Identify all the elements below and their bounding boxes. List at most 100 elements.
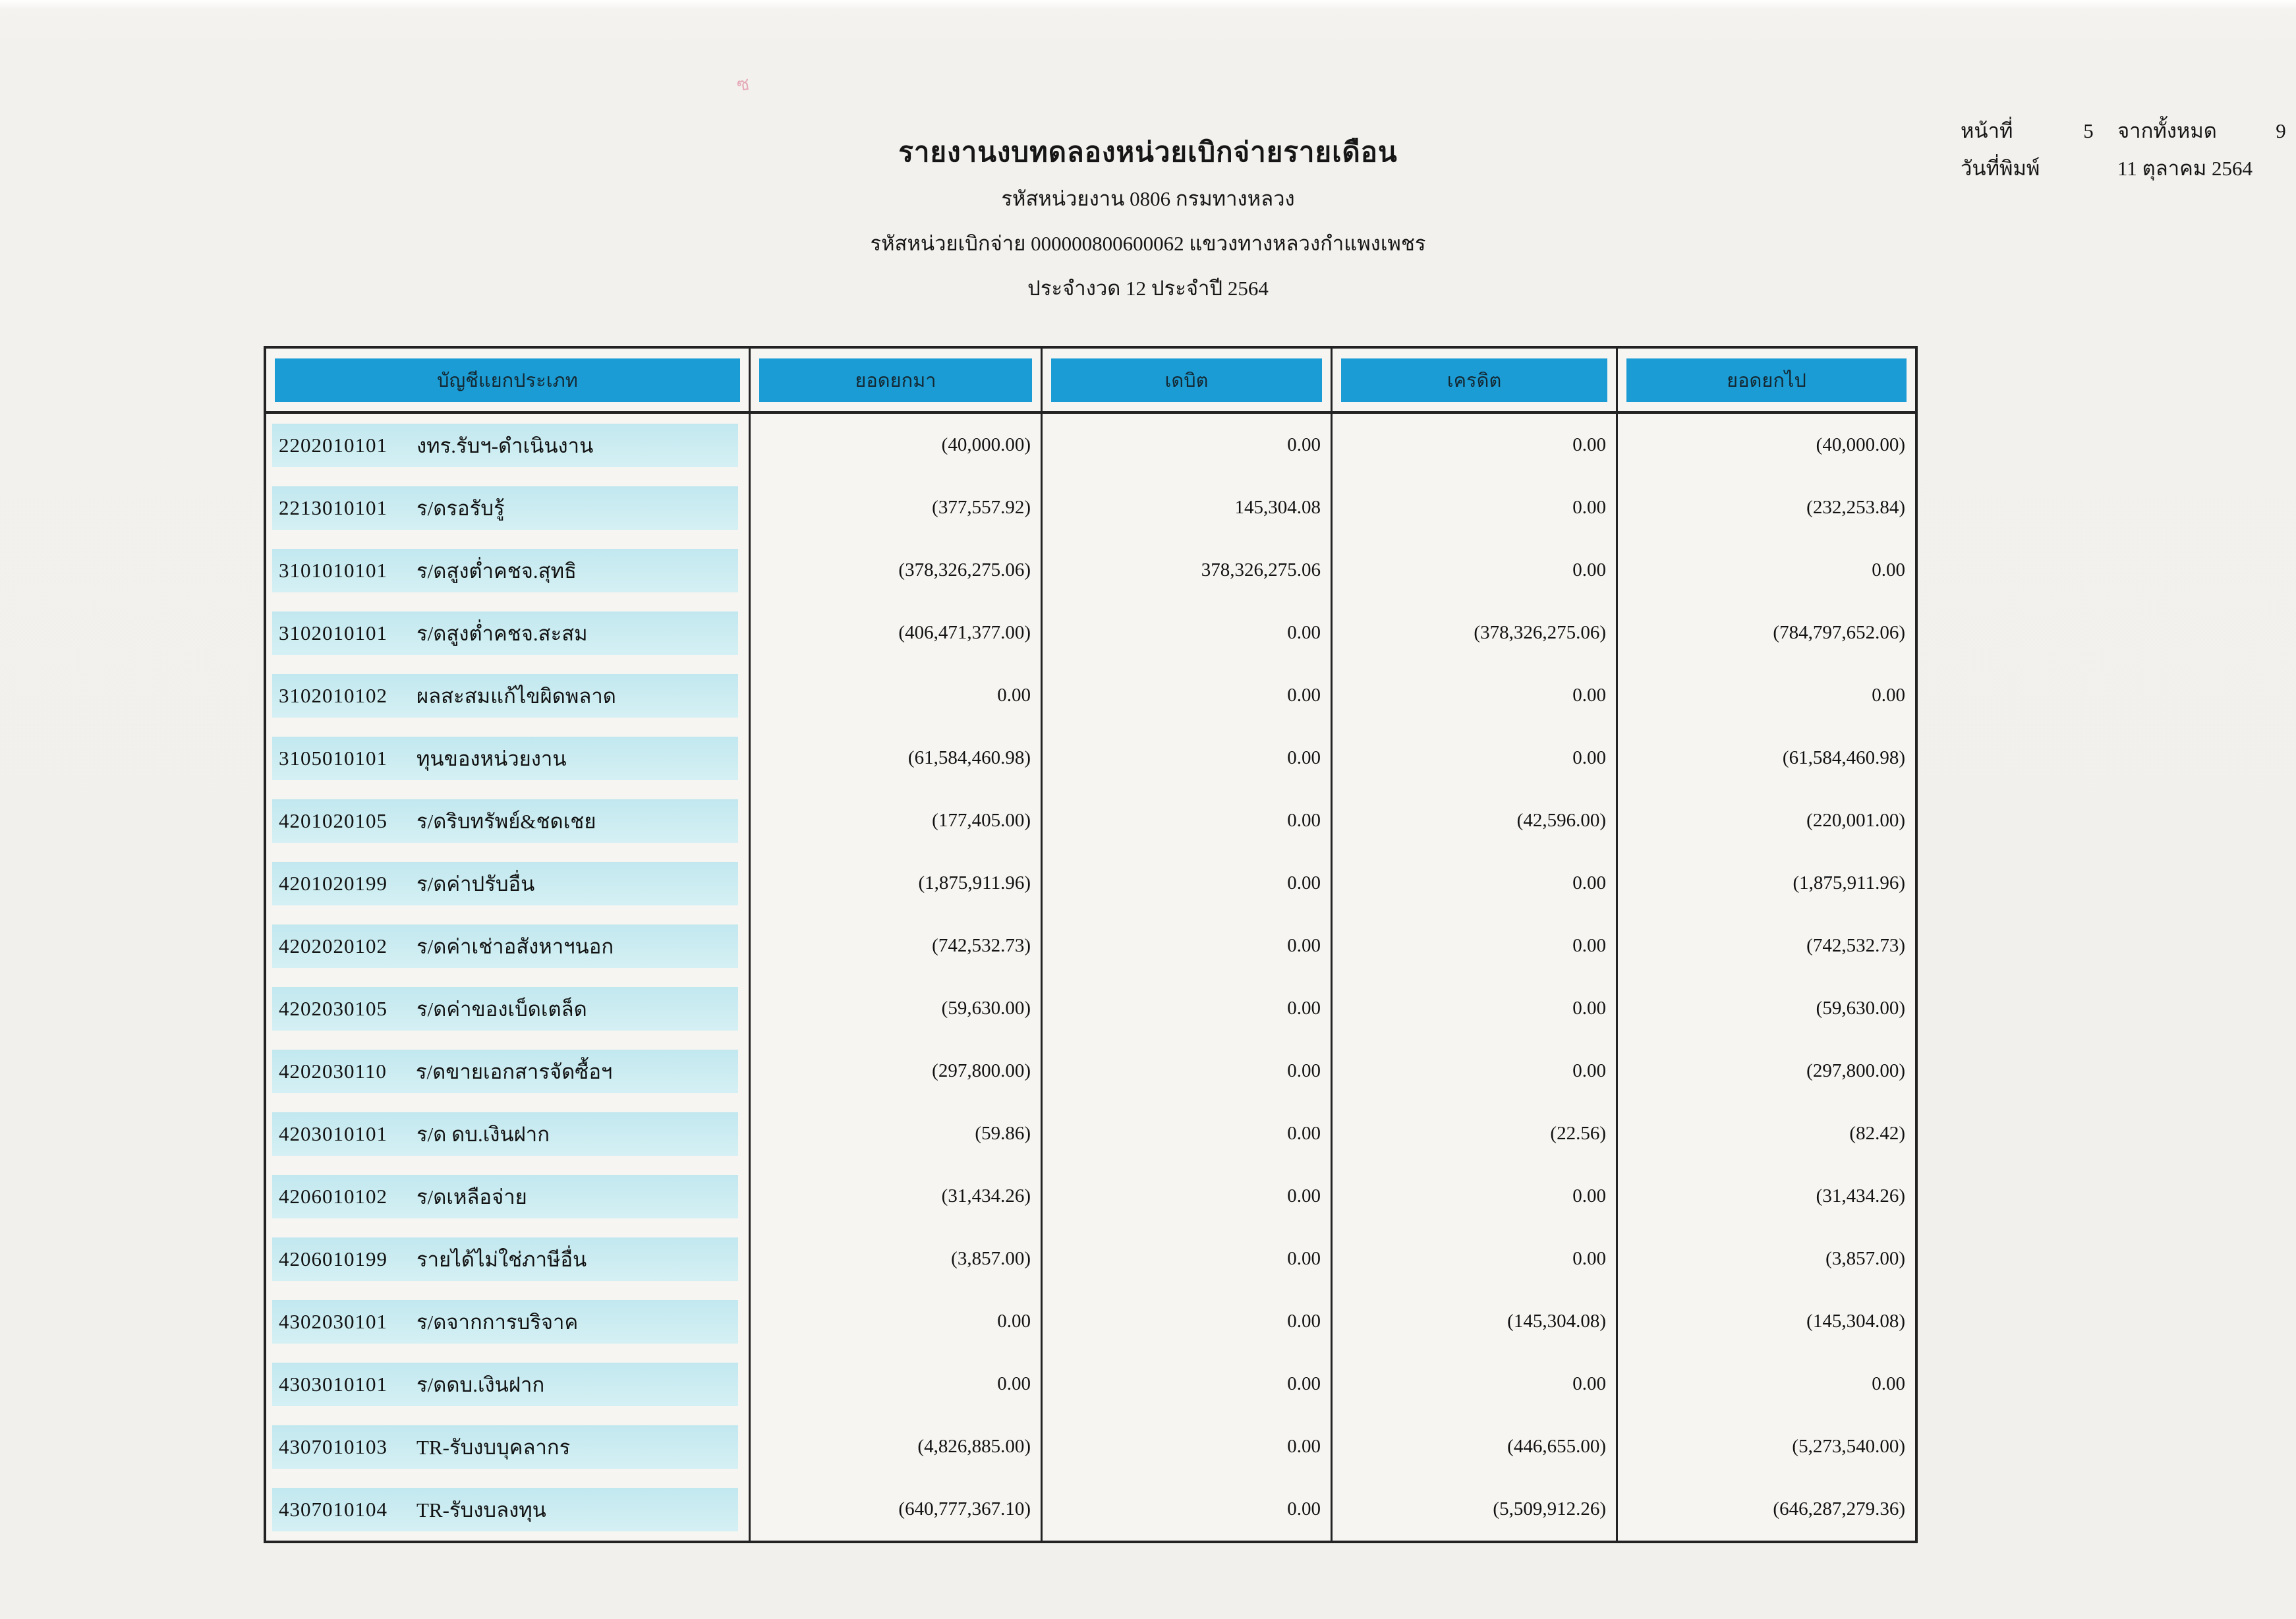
carry-over-amount: (742,532.73) [1806,935,1905,956]
account-cell: 4206010199 รายได้ไม่ใช่ภาษีอื่น [266,1228,751,1290]
print-date-label: วันที่พิมพ์ [1961,157,2040,180]
debit-amount: 0.00 [1043,1478,1333,1541]
carry-forward-amount: (406,471,377.00) [751,602,1043,664]
account-name: ร/ด ดบ.เงินฝาก [416,1122,550,1146]
report-title: รายงานงบทดลองหน่วยเบิกจ่ายรายเดือน [898,138,1398,168]
carry-over-amount: (1,875,911.96) [1793,872,1906,894]
header-label: ยอดยกไป [1626,358,1907,402]
table-row: 4303010101 ร/ดดบ.เงินฝาก 0.00 0.00 0.00 0.00 [266,1353,1915,1415]
credit-amount: (378,326,275.06) [1333,602,1618,664]
disbursement-unit-line: รหัสหน่วยเบิกจ่าย 000000800600062 แขวงทา… [870,232,1426,255]
header-label: เดบิต [1051,358,1322,402]
credit-amount: 0.00 [1333,1228,1618,1290]
debit-amount: 0.00 [1043,414,1333,476]
carry-over-amount: (3,857.00) [1825,1248,1905,1269]
account-code: 4202030105 [279,996,387,1020]
account-name: TR-รับงบลงทุน [416,1498,546,1521]
table-row: 4203010101 ร/ด ดบ.เงินฝาก (59.86) 0.00 (22.5… [266,1102,1915,1165]
account-band: 4302030101 ร/ดจากการบริจาค [272,1299,738,1344]
carry-forward-amount: (3,857.00) [751,1228,1043,1290]
page-info-block: หน้าที่ 5 จากทั้งหมด 9 วันที่พิมพ์ 11 ตุ… [1961,121,2296,196]
account-band: 3102010102 ผลสะสมแก้ไขผิดพลาด [272,673,738,718]
carry-over-amount: (232,253.84) [1806,497,1905,518]
carry-over-amount: (784,797,652.06) [1773,622,1905,643]
carry-over-amount: (5,273,540.00) [1792,1436,1905,1457]
table-row: 4201020105 ร/ดริบทรัพย์&ชดเชย (177,405.00)… [266,789,1915,852]
carry-over-amount: (297,800.00) [1806,1060,1905,1081]
table-row: 2202010101 งทร.รับฯ-ดำเนินงาน (40,000.00) 0… [266,414,1915,476]
account-code: 4206010199 [279,1247,387,1270]
table-row: 4206010102 ร/ดเหลือจ่าย (31,434.26) 0.00 0.0… [266,1165,1915,1228]
account-cell: 4201020105 ร/ดริบทรัพย์&ชดเชย [266,789,751,852]
debit-amount: 0.00 [1043,1228,1333,1290]
debit-amount: 0.00 [1043,1415,1333,1478]
carry-over-amount: (59,630.00) [1816,998,1905,1019]
page-number: 5 [2083,119,2094,142]
account-cell: 4206010102 ร/ดเหลือจ่าย [266,1165,751,1228]
credit-amount: (145,304.08) [1333,1290,1618,1353]
print-date-line: วันที่พิมพ์ 11 ตุลาคม 2564 [1961,158,2296,179]
table-row: 3102010102 ผลสะสมแก้ไขผิดพลาด 0.00 0.00 0.00… [266,664,1915,727]
carry-forward-amount: (31,434.26) [751,1165,1043,1228]
credit-amount: (5,509,912.26) [1333,1478,1618,1541]
account-code: 4202030110 [279,1059,387,1083]
carry-over-amount: 0.00 [1872,685,1905,706]
carry-over-amount: (220,001.00) [1806,810,1905,831]
debit-amount: 0.00 [1043,1040,1333,1102]
account-cell: 3102010102 ผลสะสมแก้ไขผิดพลาด [266,664,751,727]
account-name: ร/ดค่าเช่าอสังหาฯนอก [416,934,614,958]
credit-amount: 0.00 [1333,977,1618,1040]
account-band: 2202010101 งทร.รับฯ-ดำเนินงาน [272,423,738,467]
account-band: 4203010101 ร/ด ดบ.เงินฝาก [272,1112,738,1156]
carry-forward-amount: (40,000.00) [751,414,1043,476]
credit-amount: 0.00 [1333,852,1618,915]
account-name: ร/ดค่าของเบ็ดเตล็ด [416,997,587,1021]
credit-amount: 0.00 [1333,727,1618,789]
credit-amount: 0.00 [1333,476,1618,539]
account-band: 4202030105 ร/ดค่าของเบ็ดเตล็ด [272,986,738,1031]
account-cell: 2202010101 งทร.รับฯ-ดำเนินงาน [266,414,751,476]
account-name: งทร.รับฯ-ดำเนินงาน [416,434,594,457]
print-date-value: 11 ตุลาคม 2564 [2117,157,2253,180]
debit-amount: 0.00 [1043,1353,1333,1415]
account-code: 4303010101 [279,1372,387,1396]
table-row: 4202030105 ร/ดค่าของเบ็ดเตล็ด (59,630.00) 0… [266,977,1915,1040]
credit-amount: 0.00 [1333,1040,1618,1102]
account-code: 4201020105 [279,809,387,832]
account-band: 4206010199 รายได้ไม่ใช่ภาษีอื่น [272,1237,738,1281]
account-band: 4202020102 ร/ดค่าเช่าอสังหาฯนอก [272,924,738,968]
debit-amount: 0.00 [1043,1290,1333,1353]
carry-over-amount: (31,434.26) [1816,1185,1905,1207]
table-row: 2213010101 ร/ดรอรับรู้ (377,557.92) 145,304… [266,476,1915,539]
account-cell: 4302030101 ร/ดจากการบริจาค [266,1290,751,1353]
account-code: 2213010101 [279,496,387,519]
debit-amount: 0.00 [1043,977,1333,1040]
scan-artifact: ซ [735,73,751,96]
account-name: ร/ดขายเอกสารจัดซื้อฯ [415,1060,613,1083]
account-band: 3101010101 ร/ดสูงต่ำคชจ.สุทธิ [272,548,738,592]
account-cell: 4307010104 TR-รับงบลงทุน [266,1478,751,1541]
carry-over-amount: (61,584,460.98) [1782,747,1905,768]
account-name: ผลสะสมแก้ไขผิดพลาด [416,684,616,708]
carry-forward-amount: (61,584,460.98) [751,727,1043,789]
header-cell-carry-forward: ยอดยกมา [751,349,1043,411]
carry-forward-amount: (59.86) [751,1102,1043,1165]
table-body: 2202010101 งทร.รับฯ-ดำเนินงาน (40,000.00) 0… [266,414,1915,1541]
account-cell: 2213010101 ร/ดรอรับรู้ [266,476,751,539]
account-band: 4201020105 ร/ดริบทรัพย์&ชดเชย [272,799,738,843]
account-name: รายได้ไม่ใช่ภาษีอื่น [416,1247,587,1271]
account-code: 4302030101 [279,1309,387,1333]
account-code: 3105010101 [279,746,387,770]
account-name: ร/ดรอรับรู้ [416,496,505,520]
table-row: 4202020102 ร/ดค่าเช่าอสังหาฯนอก (742,532.7… [266,915,1915,977]
total-pages: 9 [2276,119,2286,142]
trial-balance-table: บัญชีแยกประเภท ยอดยกมา เดบิต เครดิต ยอดยกไป … [264,346,1918,1543]
debit-amount: 0.00 [1043,789,1333,852]
account-band: 4202030110 ร/ดขายเอกสารจัดซื้อฯ [272,1049,738,1093]
account-cell: 4307010103 TR-รับงบบุคลากร [266,1415,751,1478]
header-cell-carry-over: ยอดยกไป [1618,349,1915,411]
carry-over-amount: (82.42) [1849,1123,1905,1144]
account-cell: 3105010101 ทุนของหน่วยงาน [266,727,751,789]
table-row: 4302030101 ร/ดจากการบริจาค 0.00 0.00 (145,30… [266,1290,1915,1353]
page-number-line: หน้าที่ 5 จากทั้งหมด 9 [1961,121,2296,141]
